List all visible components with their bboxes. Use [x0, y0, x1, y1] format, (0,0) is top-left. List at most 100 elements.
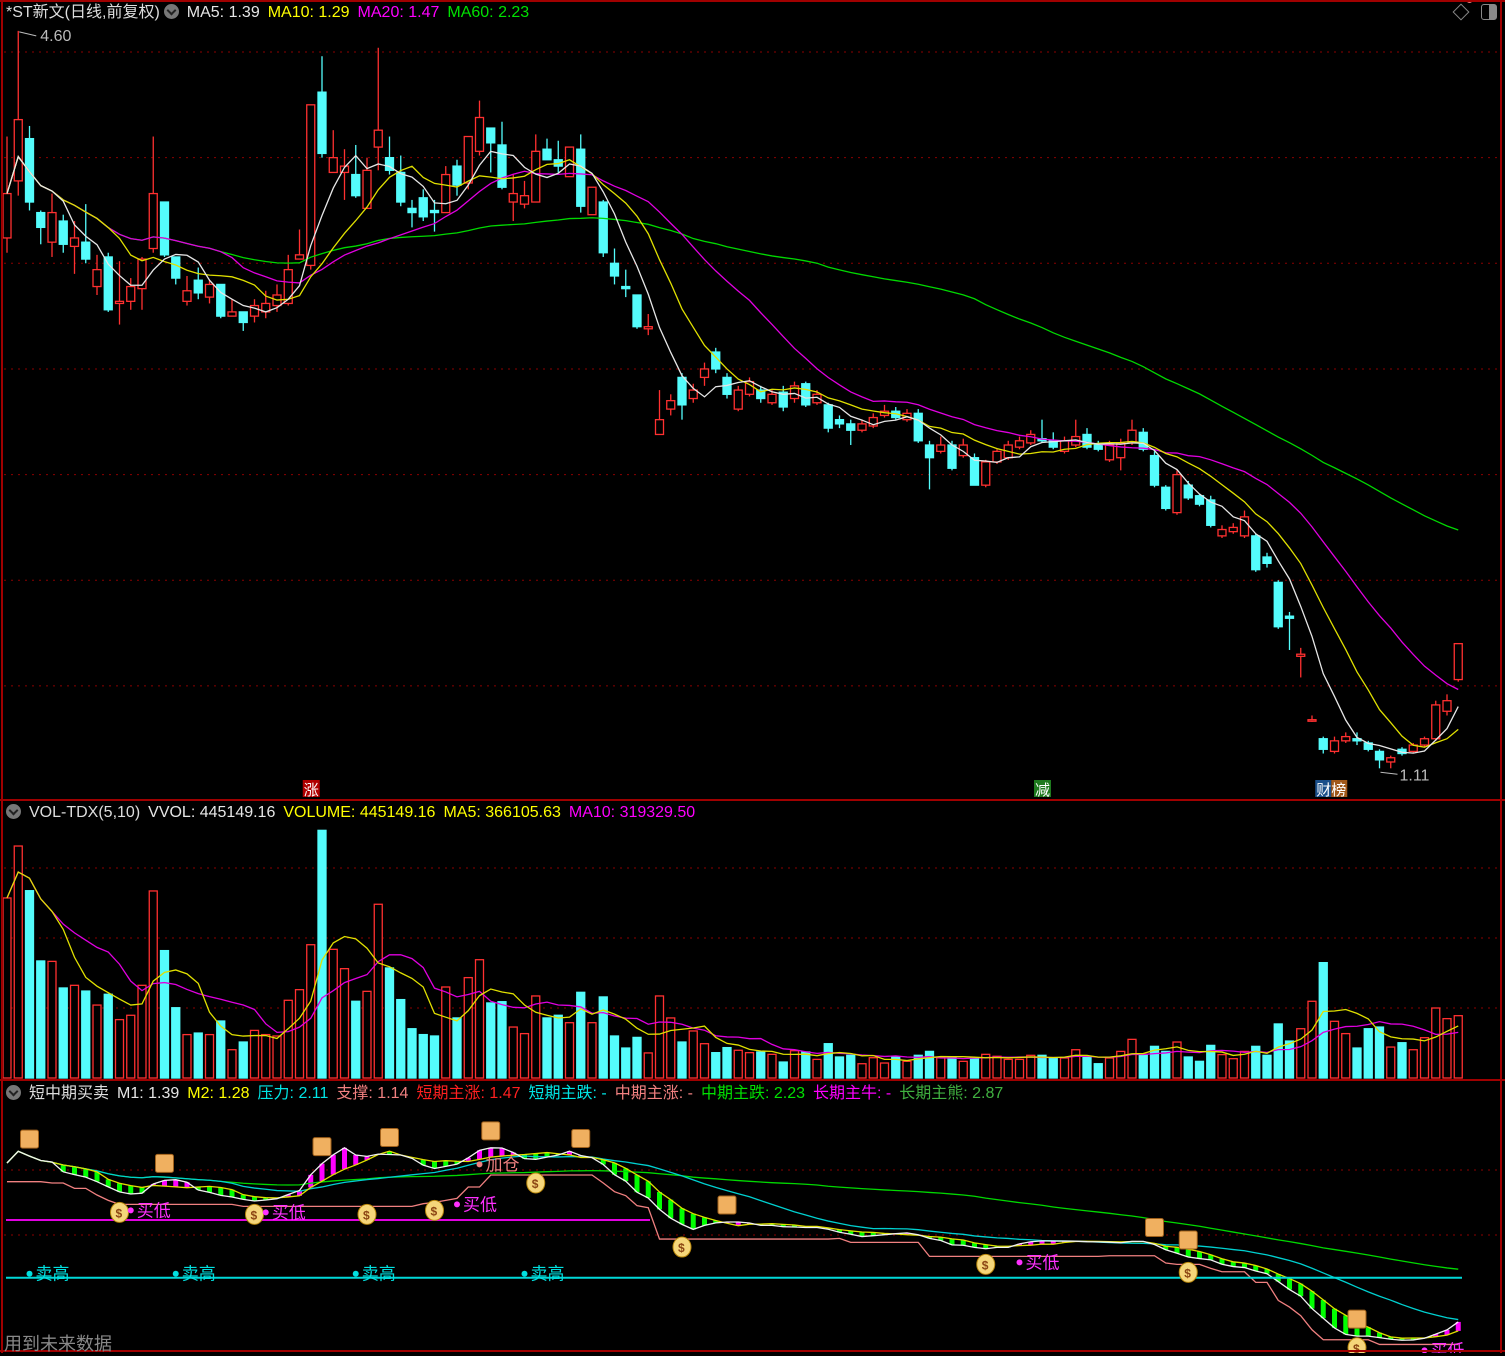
signal-label-buy: 买低 [463, 1195, 497, 1215]
panel-toggle-icon[interactable] [1481, 4, 1497, 20]
volume-bar-up [374, 904, 382, 1078]
volume-bar-up [3, 898, 11, 1078]
candle-down [1094, 445, 1102, 449]
scroll-icon [156, 1154, 174, 1172]
volume-bar-down [836, 1057, 844, 1078]
money-bag-icon: $ [251, 1208, 258, 1222]
volume-bar-up [869, 1058, 877, 1078]
price-pane[interactable]: 4.601.11涨减财榜 [3, 28, 1462, 799]
future-data-note: 用到未来数据 [4, 1330, 112, 1356]
ma60-line [7, 157, 1458, 530]
candle-down [239, 312, 247, 323]
chevron-down-icon[interactable] [6, 1085, 21, 1100]
legend-item: 中期主跌: 2.23 [701, 1085, 805, 1102]
volume-bar-down [104, 994, 112, 1078]
volume-bar-down [1286, 1041, 1294, 1078]
candle-down [678, 377, 686, 404]
volume-bar-down [59, 988, 67, 1078]
volume-bar-down [543, 1018, 551, 1078]
indicator-pane[interactable]: $$$$$$$$$卖高卖高卖高卖高买低买低买低买低买低加仓加仓 [6, 0, 1505, 1353]
candle-down [37, 213, 45, 228]
volume-bar-down [847, 1055, 855, 1078]
volume-bar-up [307, 945, 315, 1078]
signal-label-sell: 卖高 [531, 1265, 565, 1285]
candle-up [329, 158, 337, 173]
volume-bar-down [37, 961, 45, 1078]
volume-bar-down [1038, 1055, 1046, 1078]
volume-bar-up [262, 1035, 270, 1078]
candle-up [521, 196, 529, 204]
candle-up [532, 151, 540, 202]
candle-up [228, 312, 236, 316]
candle-down [836, 420, 844, 424]
candle-up [1421, 739, 1429, 745]
low-label: 1.11 [1400, 767, 1430, 784]
volume-bar-down [1162, 1051, 1170, 1078]
volume-bar-up [881, 1063, 889, 1078]
volume-bar-down [82, 991, 90, 1078]
scroll-icon [1179, 1231, 1197, 1249]
volume-bar-down [487, 1003, 495, 1078]
candle-up [1297, 654, 1305, 656]
chevron-down-icon[interactable] [164, 4, 179, 19]
high-label: 4.60 [40, 28, 71, 45]
volume-bar-up [251, 1030, 259, 1078]
scroll-icon [313, 1138, 331, 1156]
candle-up [116, 301, 124, 303]
volume-bar-up [588, 1023, 596, 1078]
candle-down [971, 458, 979, 485]
candle-down [1319, 739, 1327, 750]
volume-bar-up [476, 960, 484, 1078]
candle-down [352, 175, 360, 196]
candle-up [183, 291, 191, 302]
volume-bar-down [1398, 1043, 1406, 1078]
volume-bar-down [386, 968, 394, 1078]
candle-down [1274, 582, 1282, 626]
volume-bar-down [397, 1000, 405, 1078]
volume-bar-up [509, 1027, 517, 1078]
candle-down [59, 221, 67, 244]
volume-bar-up [959, 1061, 967, 1078]
money-bag-icon: $ [363, 1208, 370, 1222]
volume-bar-up [689, 1031, 697, 1078]
candle-up [701, 369, 709, 377]
legend-item: 短期主跌: - [529, 1085, 607, 1102]
volume-bar-up [1004, 1059, 1012, 1078]
volume-bar-down [1263, 1055, 1271, 1078]
volume-bar-up [734, 1050, 742, 1078]
volume-bar-up [701, 1044, 709, 1078]
legend-item: 压力: 2.11 [258, 1085, 329, 1102]
volume-bar-down [1376, 1027, 1384, 1078]
volume-bar-up [1218, 1055, 1226, 1078]
volume-bar-up [363, 991, 371, 1078]
chevron-down-icon[interactable] [6, 804, 21, 819]
volume-bar-up [1454, 1016, 1462, 1078]
candle-down [82, 242, 90, 259]
candle-up [1218, 530, 1226, 536]
volume-bar-up [183, 1035, 191, 1078]
volume-bar-up [993, 1056, 1001, 1078]
candle-up [296, 255, 304, 259]
signal-dot [454, 1201, 460, 1207]
volume-bar-down [577, 992, 585, 1078]
volume-pane[interactable] [3, 830, 1462, 1078]
candle-up [993, 451, 1001, 462]
candle-down [926, 445, 934, 458]
candle-down [1162, 487, 1170, 508]
signal-dot [27, 1271, 33, 1277]
candle-up [476, 118, 484, 152]
volume-bar-up [71, 985, 79, 1078]
candle-down [1139, 432, 1147, 449]
volume-bar-down [1139, 1055, 1147, 1078]
signal-label-buy: 买低 [272, 1203, 306, 1223]
diamond-icon[interactable] [1453, 4, 1470, 21]
volume-bar-up [296, 990, 304, 1078]
candle-down [847, 424, 855, 430]
scroll-icon [1146, 1219, 1164, 1237]
volume-bar-up [858, 1064, 866, 1078]
candle-up [464, 137, 472, 183]
volume-bar-down [802, 1052, 810, 1078]
volume-bar-up [273, 1036, 281, 1078]
